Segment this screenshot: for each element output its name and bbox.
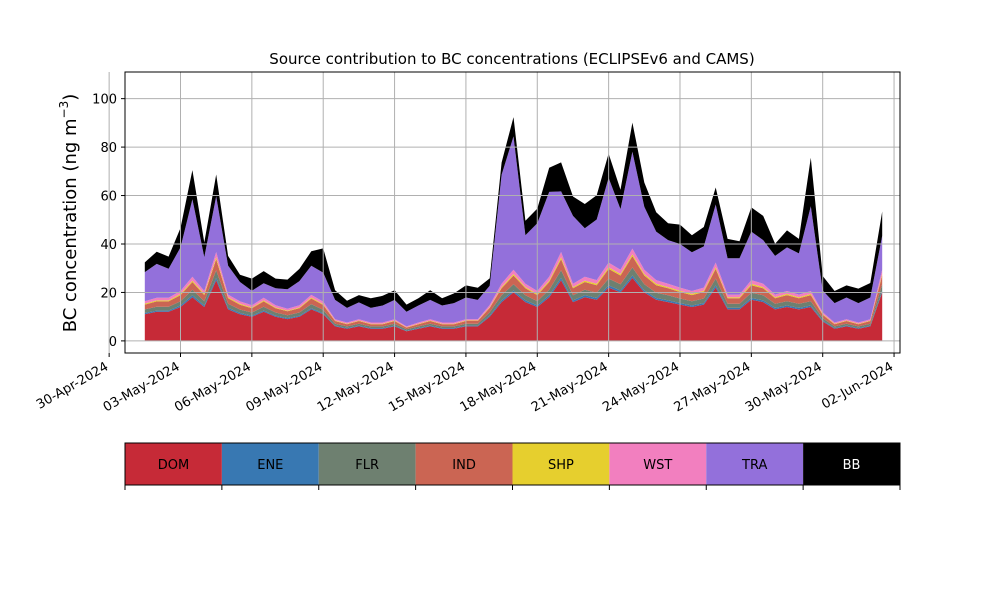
x-tick-label: 27-May-2024 bbox=[672, 359, 754, 415]
x-tick-label: 18-May-2024 bbox=[458, 359, 540, 415]
y-tick-label: 20 bbox=[100, 286, 117, 301]
plot-frame bbox=[124, 71, 901, 354]
legend-swatch-shp bbox=[512, 443, 610, 485]
legend-swatch-bb bbox=[803, 443, 900, 485]
x-tick-label: 06-May-2024 bbox=[172, 359, 254, 415]
x-tick-label: 15-May-2024 bbox=[386, 359, 468, 415]
legend-label-wst: WST bbox=[643, 458, 672, 473]
y-axis: 0 20 40 60 80 100 bbox=[92, 93, 125, 350]
legend-label-flr: FLR bbox=[355, 458, 379, 473]
x-tick-label: 12-May-2024 bbox=[315, 359, 397, 415]
legend-swatch-tra bbox=[706, 443, 804, 485]
area-dom bbox=[144, 277, 883, 341]
y-tick-label: 60 bbox=[100, 190, 117, 205]
y-tick-label: 0 bbox=[109, 335, 117, 350]
y-axis-label-main: BC concentration (ng m bbox=[60, 118, 81, 332]
y-axis-label-end: ) bbox=[60, 94, 81, 101]
x-tick-label: 30-May-2024 bbox=[743, 359, 825, 415]
x-axis: 30-Apr-202403-May-202406-May-202409-May-… bbox=[34, 353, 896, 415]
grid-lines bbox=[108, 72, 900, 353]
legend-label-bb: BB bbox=[843, 458, 861, 473]
legend-colorbar: DOM ENE FLR IND SHP WST TRA BB bbox=[124, 442, 901, 490]
x-tick-label: 03-May-2024 bbox=[101, 359, 183, 415]
y-tick-label: 100 bbox=[92, 93, 117, 108]
x-tick-label: 09-May-2024 bbox=[244, 359, 326, 415]
legend-label-ind: IND bbox=[452, 458, 476, 473]
legend-label-ene: ENE bbox=[257, 458, 283, 473]
y-tick-label: 80 bbox=[100, 141, 117, 156]
area-tra bbox=[144, 136, 883, 327]
legend-swatch-wst bbox=[609, 443, 707, 485]
x-tick-label: 02-Jun-2024 bbox=[819, 359, 896, 412]
plot-area bbox=[108, 71, 901, 354]
legend-swatch-ene bbox=[221, 443, 319, 485]
stacked-areas bbox=[144, 117, 883, 341]
chart-title: Source contribution to BC concentrations… bbox=[269, 50, 754, 68]
y-tick-label: 40 bbox=[100, 238, 117, 253]
legend-swatch-flr bbox=[318, 443, 416, 485]
x-tick-label: 24-May-2024 bbox=[600, 359, 682, 415]
legend-label-tra: TRA bbox=[741, 458, 767, 473]
x-tick-label: 30-Apr-2024 bbox=[34, 359, 111, 412]
x-tick-label: 21-May-2024 bbox=[529, 359, 611, 415]
legend-label-shp: SHP bbox=[548, 458, 574, 473]
legend-swatch-ind bbox=[415, 443, 513, 485]
legend-label-dom: DOM bbox=[158, 458, 189, 473]
y-axis-label-superscript: −3 bbox=[57, 101, 71, 119]
y-axis-label: BC concentration (ng m−3) bbox=[57, 94, 81, 333]
legend-swatch-dom bbox=[125, 443, 222, 485]
